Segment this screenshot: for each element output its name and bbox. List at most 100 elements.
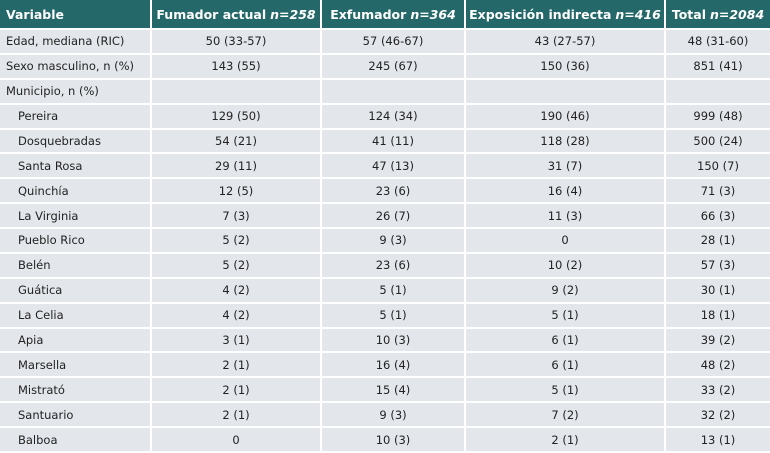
table-cell: 15 (4) xyxy=(322,378,464,402)
table-cell: 150 (36) xyxy=(466,54,664,78)
table-cell: 43 (27-57) xyxy=(466,30,664,53)
table-cell: 71 (3) xyxy=(666,179,770,203)
table-cell: 16 (4) xyxy=(322,353,464,377)
table-cell: 28 (1) xyxy=(666,229,770,252)
table-cell: 5 (2) xyxy=(152,253,320,277)
table-cell: 851 (41) xyxy=(666,54,770,78)
table-cell: 57 (3) xyxy=(666,253,770,277)
table-cell: 129 (50) xyxy=(152,104,320,128)
table-cell: 190 (46) xyxy=(466,104,664,128)
row-label: Marsella xyxy=(0,353,150,377)
header-label: Exfumador xyxy=(330,6,407,22)
table-cell: 13 (1) xyxy=(666,428,770,451)
table-cell: 5 (1) xyxy=(322,303,464,327)
table-cell: 31 (7) xyxy=(466,154,664,178)
table-cell: 9 (3) xyxy=(322,403,464,427)
table-cell: 4 (2) xyxy=(152,303,320,327)
table-cell: 10 (3) xyxy=(322,428,464,451)
row-label: La Celia xyxy=(0,303,150,327)
row-label: Belén xyxy=(0,253,150,277)
header-label: Fumador actual xyxy=(156,6,267,22)
header-n: n=364 xyxy=(410,6,456,22)
table-cell: 11 (3) xyxy=(466,204,664,228)
header-cell: Total n=2084 xyxy=(666,0,770,28)
table-cell: 41 (11) xyxy=(322,129,464,153)
table-cell: 29 (11) xyxy=(152,154,320,178)
table-cell: 6 (1) xyxy=(466,328,664,352)
table-cell: 6 (1) xyxy=(466,353,664,377)
header-label: Exposición indirecta xyxy=(469,6,612,22)
header-n: n=2084 xyxy=(709,6,765,22)
table-cell: 143 (55) xyxy=(152,54,320,78)
table-cell: 118 (28) xyxy=(466,129,664,153)
table-cell: 7 (2) xyxy=(466,403,664,427)
table-cell: 10 (2) xyxy=(466,253,664,277)
table-cell: 500 (24) xyxy=(666,129,770,153)
table-cell: 245 (67) xyxy=(322,54,464,78)
header-cell: Exfumador n=364 xyxy=(322,0,464,28)
row-label: Mistrató xyxy=(0,378,150,402)
row-label: Guática xyxy=(0,278,150,302)
table-cell: 3 (1) xyxy=(152,328,320,352)
table-cell: 16 (4) xyxy=(466,179,664,203)
row-label: Quinchía xyxy=(0,179,150,203)
table-cell: 10 (3) xyxy=(322,328,464,352)
table-cell: 57 (46-67) xyxy=(322,30,464,53)
row-label: Sexo masculino, n (%) xyxy=(0,54,150,78)
row-label: Pereira xyxy=(0,104,150,128)
table-cell: 150 (7) xyxy=(666,154,770,178)
table-cell: 2 (1) xyxy=(152,403,320,427)
table-cell: 5 (1) xyxy=(322,278,464,302)
row-label: Edad, mediana (RIC) xyxy=(0,30,150,53)
row-label: Apia xyxy=(0,328,150,352)
table-cell: 30 (1) xyxy=(666,278,770,302)
row-label: Balboa xyxy=(0,428,150,451)
row-label: Pueblo Rico xyxy=(0,229,150,252)
table-cell: 26 (7) xyxy=(322,204,464,228)
table-cell: 23 (6) xyxy=(322,179,464,203)
table-cell: 12 (5) xyxy=(152,179,320,203)
header-cell: Exposición indirecta n=416 xyxy=(466,0,664,28)
table-cell: 66 (3) xyxy=(666,204,770,228)
table-cell: 0 xyxy=(152,428,320,451)
row-label: Santuario xyxy=(0,403,150,427)
table-cell xyxy=(152,79,320,103)
header-n: n=258 xyxy=(270,6,316,22)
table-cell: 4 (2) xyxy=(152,278,320,302)
table-cell: 33 (2) xyxy=(666,378,770,402)
table-cell: 18 (1) xyxy=(666,303,770,327)
row-label: La Virginia xyxy=(0,204,150,228)
header-label: Variable xyxy=(6,6,65,22)
table-cell: 39 (2) xyxy=(666,328,770,352)
table-cell: 2 (1) xyxy=(466,428,664,451)
table-cell: 999 (48) xyxy=(666,104,770,128)
header-cell: Variable xyxy=(0,0,150,28)
table-cell: 48 (2) xyxy=(666,353,770,377)
table-cell: 5 (2) xyxy=(152,229,320,252)
table-cell: 5 (1) xyxy=(466,378,664,402)
table-cell: 54 (21) xyxy=(152,129,320,153)
row-label: Santa Rosa xyxy=(0,154,150,178)
table-cell: 9 (2) xyxy=(466,278,664,302)
table-cell xyxy=(666,79,770,103)
table-cell xyxy=(466,79,664,103)
table-cell: 50 (33-57) xyxy=(152,30,320,53)
header-label: Total xyxy=(671,6,706,22)
table-cell: 47 (13) xyxy=(322,154,464,178)
table-cell: 0 xyxy=(466,229,664,252)
header-cell: Fumador actual n=258 xyxy=(152,0,320,28)
header-n: n=416 xyxy=(615,6,661,22)
table-cell: 9 (3) xyxy=(322,229,464,252)
group-label: Municipio, n (%) xyxy=(0,79,150,103)
table-cell: 124 (34) xyxy=(322,104,464,128)
table-cell: 23 (6) xyxy=(322,253,464,277)
row-label: Dosquebradas xyxy=(0,129,150,153)
table-cell: 32 (2) xyxy=(666,403,770,427)
table-cell: 2 (1) xyxy=(152,353,320,377)
table-cell: 7 (3) xyxy=(152,204,320,228)
table-cell: 5 (1) xyxy=(466,303,664,327)
table-cell: 2 (1) xyxy=(152,378,320,402)
table-cell: 48 (31-60) xyxy=(666,30,770,53)
table-cell xyxy=(322,79,464,103)
